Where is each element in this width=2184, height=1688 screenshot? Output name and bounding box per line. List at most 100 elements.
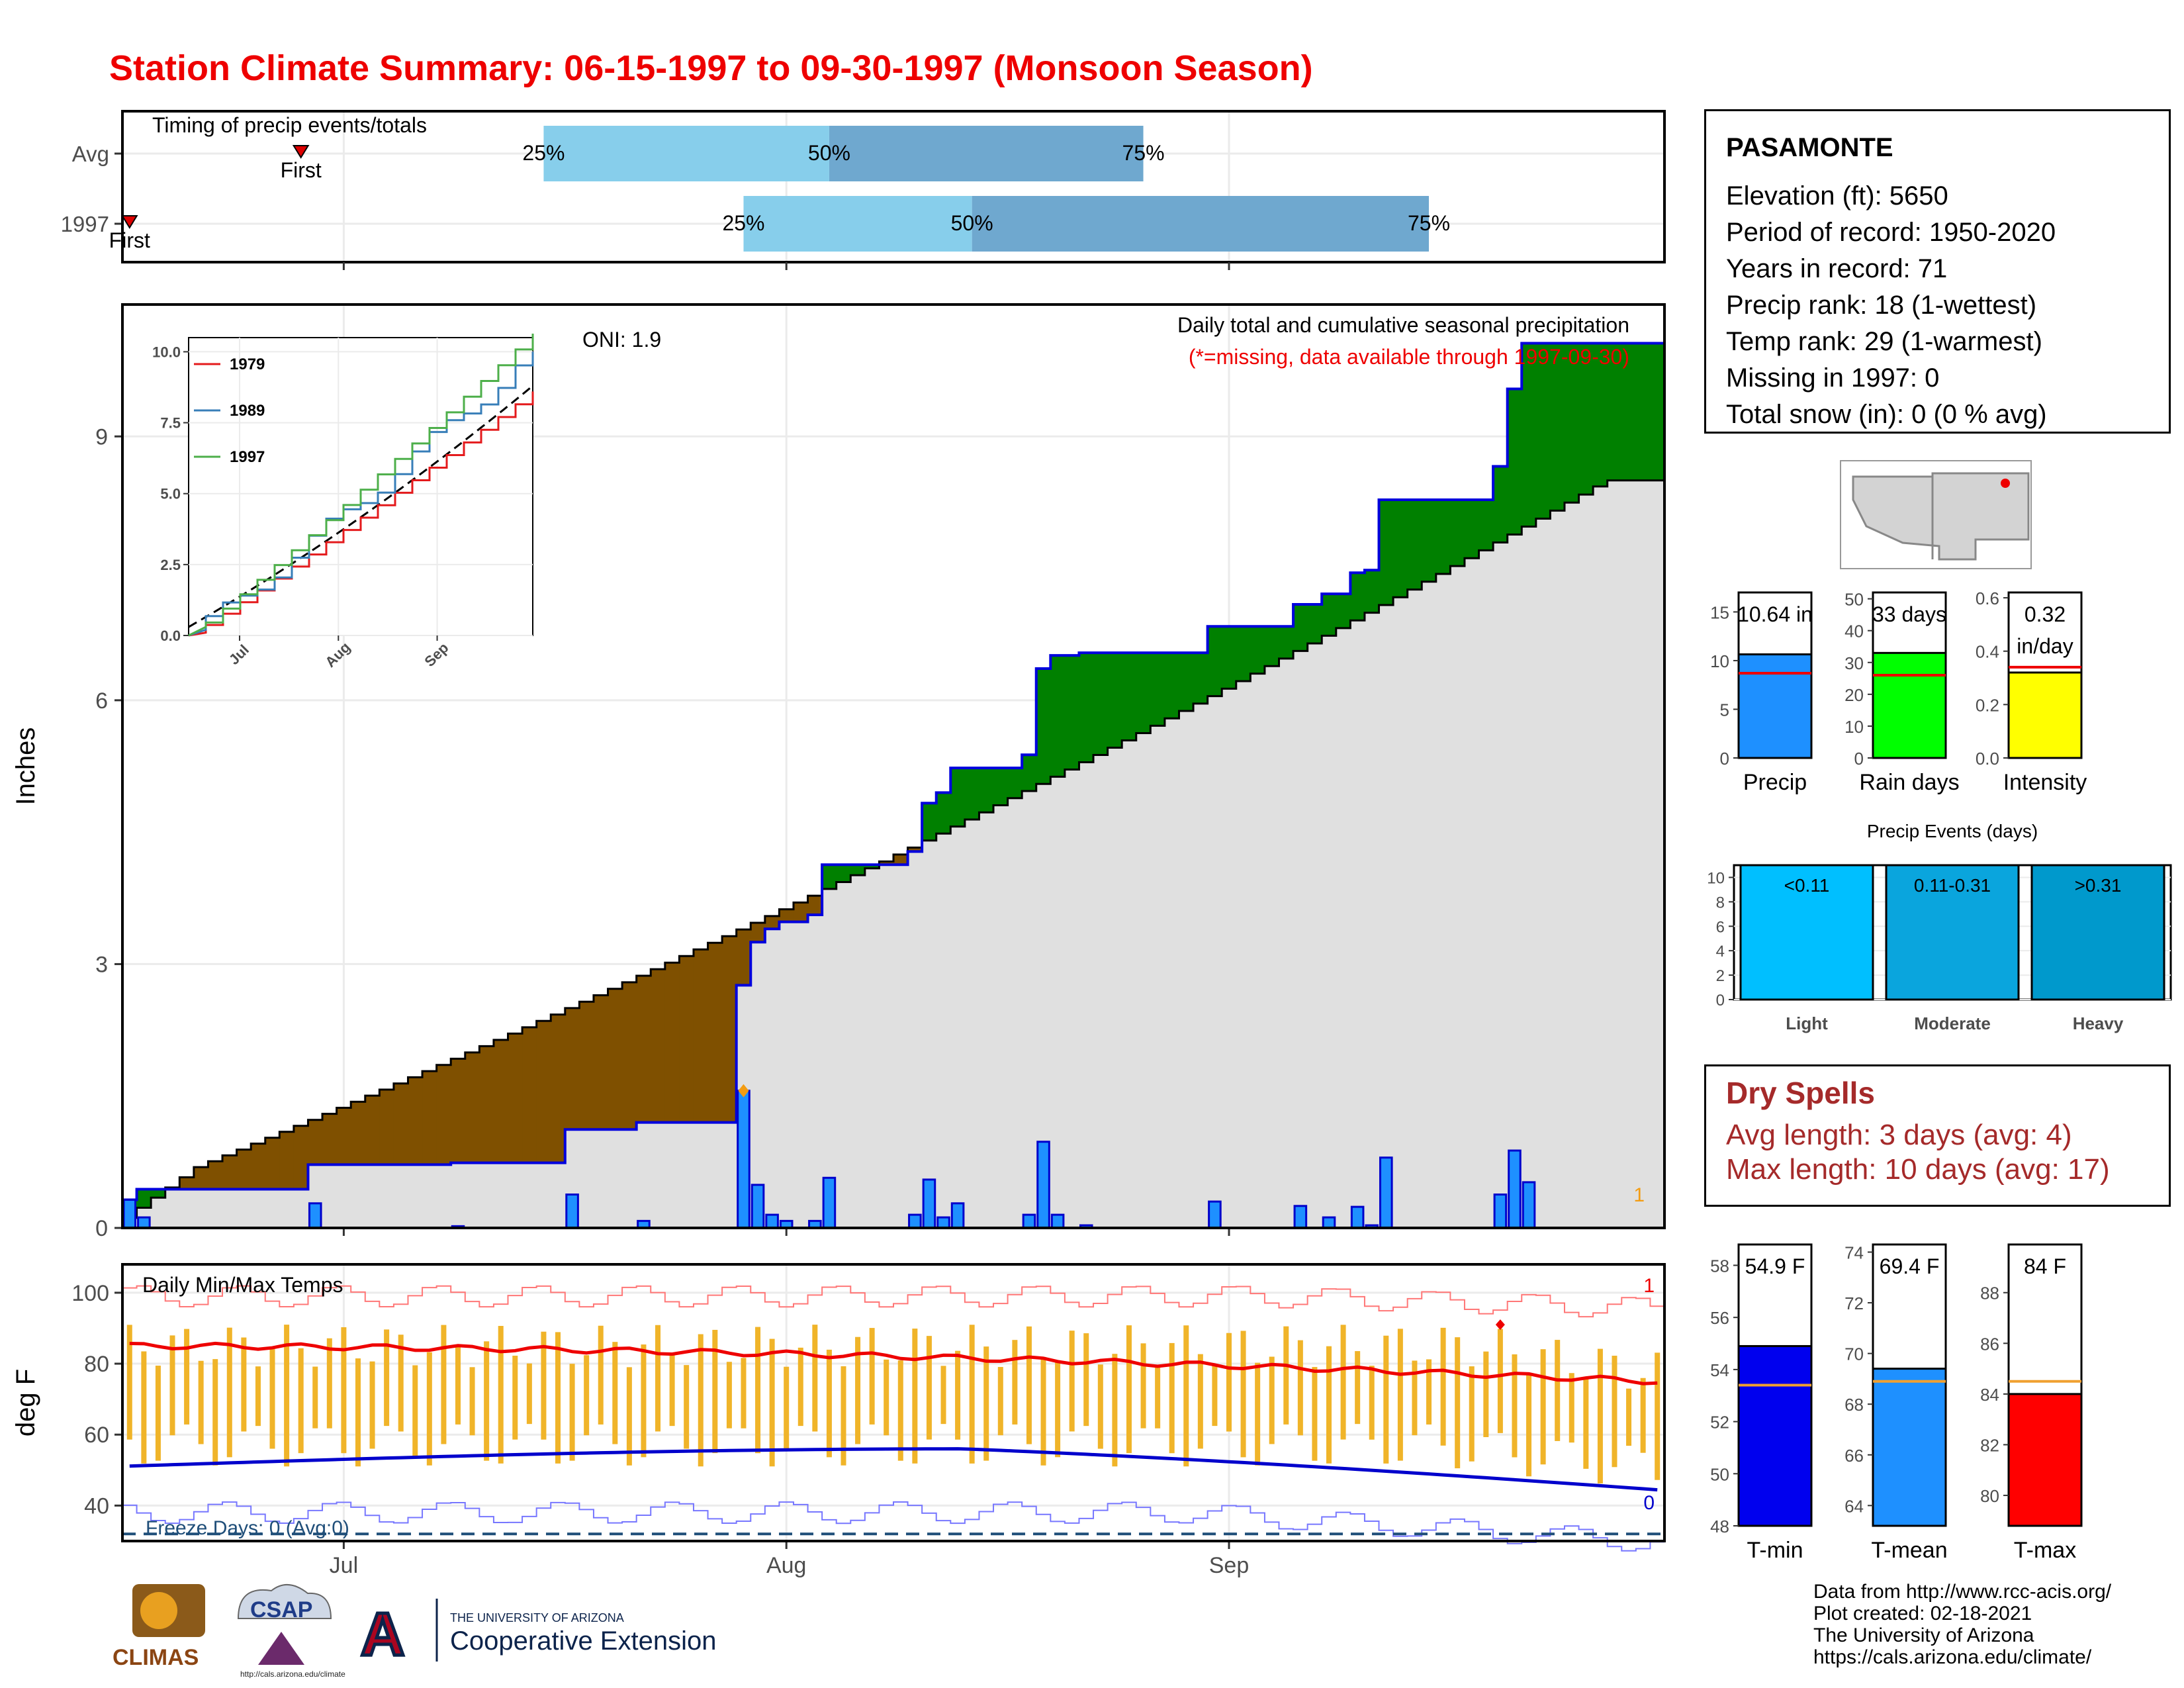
summary-value-label: 69.4 F bbox=[1880, 1254, 1940, 1278]
cum-base-fill bbox=[1522, 526, 1537, 1228]
daily-temp-bar bbox=[812, 1325, 818, 1432]
daily-temp-bar bbox=[955, 1350, 961, 1440]
cum-diff-fill bbox=[151, 1189, 166, 1198]
timing-pct-label: 25% bbox=[722, 211, 764, 235]
cum-diff-fill bbox=[693, 949, 709, 1123]
cum-base-fill bbox=[1036, 784, 1051, 1228]
summary-ytick: 86 bbox=[1980, 1334, 1999, 1354]
daily-temp-bar bbox=[612, 1342, 618, 1444]
summary-name: T-max bbox=[2014, 1538, 2076, 1563]
station-years: Years in record: 71 bbox=[1726, 254, 1948, 283]
station-missing: Missing in 1997: 0 bbox=[1726, 363, 1940, 393]
cum-base-fill bbox=[764, 929, 780, 1228]
daily-temp-bar bbox=[1326, 1346, 1332, 1464]
precip-events-category: Moderate bbox=[1914, 1013, 1991, 1033]
daily-temp-bar bbox=[412, 1365, 418, 1458]
first-label: First bbox=[109, 228, 150, 252]
cum-base-fill bbox=[1250, 673, 1265, 1228]
temp-right-top: 1 bbox=[1643, 1275, 1655, 1297]
cum-base-fill bbox=[1393, 597, 1408, 1228]
cum-base-fill bbox=[379, 1164, 394, 1228]
daily-temp-bar bbox=[1512, 1354, 1518, 1458]
daily-temp-bar bbox=[298, 1348, 304, 1454]
daily-precip-bar bbox=[737, 1090, 751, 1229]
daily-precip-bar bbox=[950, 1202, 965, 1229]
daily-temp-bar bbox=[269, 1349, 275, 1449]
cum-base-fill bbox=[679, 1122, 694, 1228]
cum-base-fill bbox=[1336, 628, 1351, 1228]
daily-temp-bar bbox=[1412, 1360, 1418, 1436]
precip-events-bin: >0.31 bbox=[2075, 875, 2122, 896]
daily-precip-bar bbox=[1050, 1213, 1065, 1229]
summary-ytick: 52 bbox=[1710, 1413, 1729, 1432]
daily-temp-bar bbox=[797, 1347, 803, 1427]
cum-base-fill bbox=[1222, 688, 1237, 1228]
cum-base-fill bbox=[451, 1162, 466, 1228]
summary-ytick: 68 bbox=[1844, 1395, 1864, 1415]
daily-temp-bar bbox=[741, 1358, 747, 1429]
cum-diff-fill bbox=[1250, 626, 1265, 674]
first-marker bbox=[292, 145, 310, 159]
temp-frame bbox=[121, 1263, 1666, 1542]
cum-base-fill bbox=[1064, 769, 1079, 1228]
summary-bar-Precip bbox=[1737, 653, 1813, 759]
cum-diff-fill bbox=[322, 1113, 338, 1165]
precip-ytick: 3 bbox=[95, 952, 108, 977]
record-low-line bbox=[122, 1501, 1664, 1552]
daily-temp-bar bbox=[1397, 1329, 1403, 1461]
daily-temp-bar bbox=[1126, 1325, 1132, 1454]
precip-events-bar bbox=[2030, 864, 2165, 1001]
cum-diff-fill bbox=[351, 1102, 366, 1165]
cum-base-fill bbox=[836, 882, 851, 1228]
logos: CLIMAS CSAP http://cals.arizona.edu/clim… bbox=[113, 1583, 716, 1678]
climas-logo: CLIMAS bbox=[113, 1584, 205, 1670]
summary-ytick: 50 bbox=[1710, 1464, 1729, 1484]
temp-ytick: 40 bbox=[84, 1493, 109, 1519]
cum-diff-fill bbox=[950, 768, 966, 827]
cum-diff-fill bbox=[736, 929, 751, 986]
cum-base-fill bbox=[1079, 762, 1094, 1228]
cum-base-fill bbox=[1635, 480, 1651, 1228]
cum-base-fill bbox=[1293, 651, 1308, 1228]
cum-diff-fill bbox=[551, 1014, 566, 1163]
station-temp-rank: Temp rank: 29 (1-warmest) bbox=[1726, 327, 2042, 356]
daily-temp-bar bbox=[684, 1365, 690, 1449]
cum-diff-fill bbox=[379, 1089, 394, 1165]
cum-diff-fill bbox=[1607, 343, 1622, 481]
cum-base-fill bbox=[322, 1164, 338, 1228]
cum-base-fill bbox=[165, 1189, 180, 1228]
cum-base-fill bbox=[336, 1164, 351, 1228]
record-high-line bbox=[122, 1285, 1664, 1318]
daily-temp-bar bbox=[498, 1326, 504, 1464]
summary-name: Intensity bbox=[2003, 770, 2087, 795]
cum-diff-fill bbox=[1107, 653, 1122, 748]
cum-diff-fill bbox=[1650, 343, 1665, 481]
daily-temp-bar bbox=[1597, 1348, 1603, 1483]
daily-temp-bar bbox=[1497, 1329, 1503, 1433]
summary-bar-Intensity bbox=[2007, 671, 2083, 759]
precip-events-chart: Precip Events (days) 0 2 4 6 8 10 <0.11 Light 0.1… bbox=[1707, 821, 2172, 1033]
observed-cumulative-line bbox=[121, 342, 1664, 1228]
daily-temp-bar bbox=[641, 1344, 647, 1458]
summary-value-label: 84 F bbox=[2024, 1254, 2066, 1278]
timing-pct-label: 75% bbox=[1122, 141, 1165, 165]
daily-temp-bar bbox=[997, 1367, 1003, 1436]
summary-ytick: 30 bbox=[1844, 653, 1864, 673]
daily-temp-bar bbox=[1212, 1364, 1218, 1427]
cum-diff-fill bbox=[308, 1119, 323, 1165]
daily-temp-bar bbox=[584, 1355, 590, 1436]
summary-ytick: 72 bbox=[1844, 1293, 1864, 1313]
daily-temp-bar bbox=[255, 1366, 261, 1427]
cum-base-fill bbox=[579, 1129, 594, 1228]
cum-diff-fill bbox=[907, 847, 923, 852]
climas-logo-text: CLIMAS bbox=[113, 1645, 199, 1670]
daily-temp-bar bbox=[1240, 1331, 1246, 1458]
temp-ytick: 80 bbox=[84, 1352, 109, 1377]
timing-row-label: 1997 bbox=[61, 212, 109, 236]
daily-temp-bar bbox=[212, 1359, 218, 1466]
precip-events-bar bbox=[1739, 864, 1874, 1001]
cum-base-fill bbox=[1022, 791, 1037, 1228]
daily-temp-bar bbox=[1069, 1331, 1075, 1432]
cum-diff-fill bbox=[1350, 573, 1365, 621]
max-precip-marker bbox=[738, 1084, 749, 1098]
